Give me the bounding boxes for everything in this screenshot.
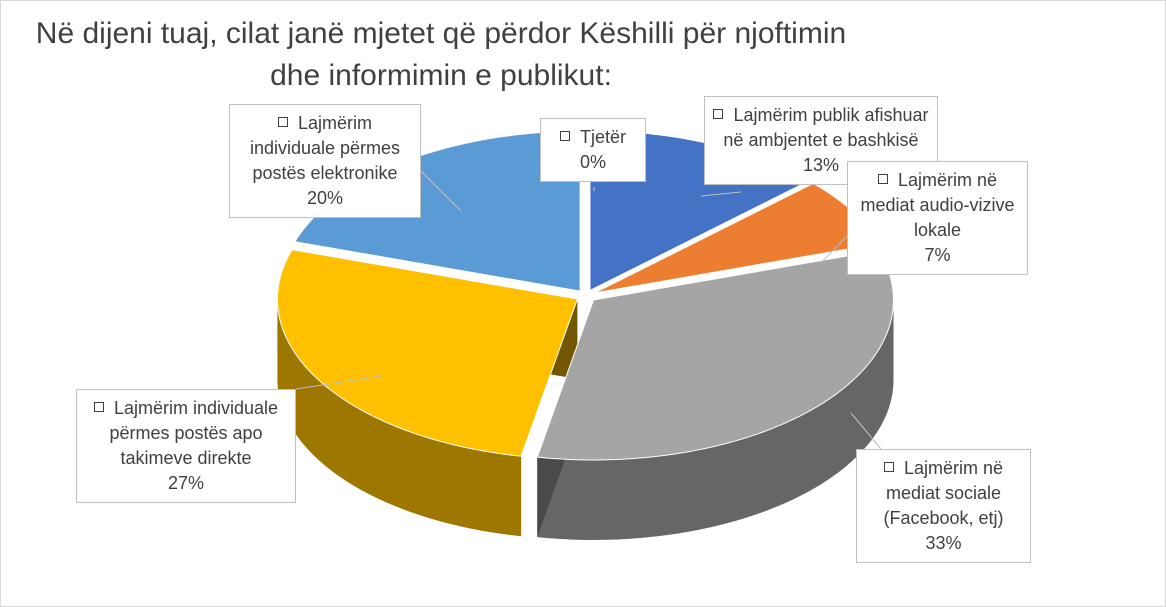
category-label: Lajmërim në mediat sociale (Facebook, et… <box>883 458 1004 528</box>
value-label: 20% <box>306 188 344 208</box>
legend-key <box>713 109 724 119</box>
category-label: Lajmërim individuale përmes postës apo t… <box>109 398 279 468</box>
legend-key <box>883 462 894 472</box>
slice <box>276 249 579 457</box>
chart-title: Në dijeni tuaj, cilat janë mjetet që për… <box>35 17 847 92</box>
data-label: Lajmërim individuale përmes postës apo t… <box>76 389 296 503</box>
value-label: 7% <box>924 245 951 265</box>
data-label: Lajmërim në mediat sociale (Facebook, et… <box>856 449 1031 563</box>
slice <box>536 249 894 461</box>
value-label: 27% <box>167 473 205 493</box>
category-label: Lajmërim individuale përmes postës elekt… <box>249 113 401 183</box>
slice-side <box>277 299 522 537</box>
data-label: Lajmërim në mediat audio-vizive lokale 7% <box>847 161 1028 275</box>
category-label: Lajmërim në mediat audio-vizive lokale <box>860 170 1015 240</box>
leader-line <box>700 191 742 197</box>
leader-line <box>850 412 882 450</box>
value-label: 13% <box>802 155 840 175</box>
category-label: Tjetër <box>579 127 626 147</box>
leader-line <box>420 170 462 212</box>
legend-key <box>877 174 888 184</box>
leader-line <box>820 235 848 264</box>
slice-side <box>537 299 894 540</box>
legend-key <box>93 402 104 412</box>
data-label: Lajmërim individuale përmes postës elekt… <box>229 104 421 218</box>
legend-key <box>559 131 570 141</box>
category-label: Lajmërim publik afishuar në ambjentet e … <box>723 105 929 150</box>
legend-key <box>277 117 288 127</box>
leader-line <box>295 375 382 390</box>
data-label: Lajmërim publik afishuar në ambjentet e … <box>704 96 938 185</box>
value-label: 33% <box>925 533 962 553</box>
value-label: 0% <box>579 152 606 172</box>
data-label: Tjetër 0% <box>540 118 646 182</box>
